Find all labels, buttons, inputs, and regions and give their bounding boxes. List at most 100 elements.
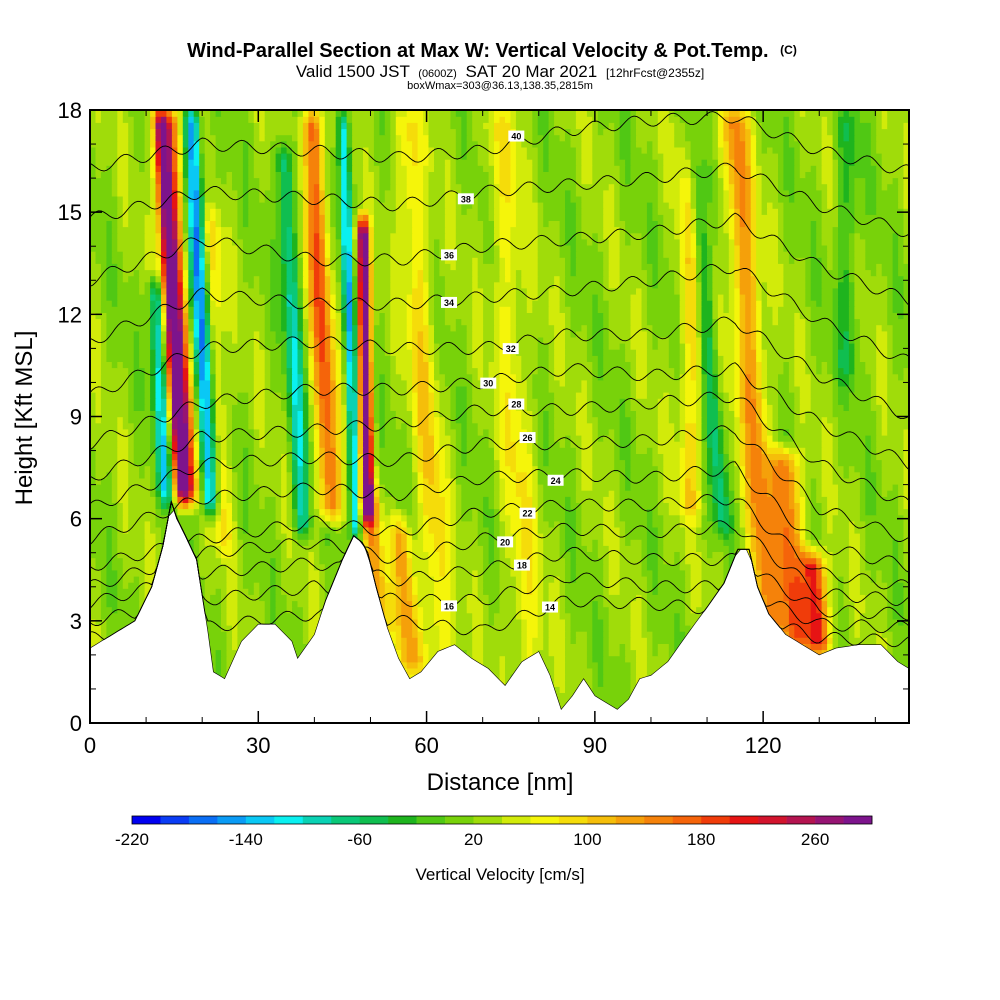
velocity-cell — [701, 453, 708, 461]
velocity-cell — [133, 355, 140, 362]
velocity-cell — [750, 563, 757, 571]
velocity-cell — [204, 361, 211, 369]
velocity-cell — [100, 582, 108, 589]
velocity-cell — [532, 496, 539, 503]
velocity-cell — [150, 361, 157, 369]
velocity-cell — [898, 618, 905, 626]
velocity-cell — [450, 612, 457, 620]
velocity-cell — [554, 373, 566, 381]
velocity-cell — [767, 612, 790, 620]
velocity-cell — [794, 459, 801, 467]
velocity-cell — [221, 606, 228, 614]
velocity-cell — [494, 483, 501, 491]
velocity-cell — [395, 563, 408, 571]
velocity-cell — [696, 502, 703, 510]
velocity-cell — [510, 361, 522, 369]
velocity-cell — [439, 624, 451, 632]
velocity-cell — [903, 483, 909, 491]
velocity-cell — [821, 563, 828, 571]
velocity-cell — [876, 361, 888, 369]
velocity-cell — [701, 373, 708, 381]
velocity-cell — [352, 441, 359, 448]
velocity-cell — [302, 483, 310, 491]
velocity-cell — [450, 483, 457, 491]
velocity-cell — [592, 624, 604, 632]
velocity-cell — [657, 539, 664, 546]
velocity-cell — [423, 355, 430, 362]
velocity-cell — [292, 459, 299, 467]
velocity-cell — [603, 631, 610, 638]
velocity-cell — [494, 453, 501, 461]
velocity-cell — [712, 434, 719, 442]
velocity-cell — [608, 428, 615, 436]
velocity-cell — [166, 385, 173, 393]
velocity-cell — [597, 667, 604, 675]
velocity-cell — [308, 582, 320, 589]
velocity-cell — [652, 508, 659, 516]
velocity-cell — [204, 582, 228, 589]
velocity-cell — [352, 385, 359, 393]
velocity-cell — [881, 490, 888, 497]
velocity-cell — [352, 508, 359, 516]
velocity-cell — [412, 361, 419, 369]
velocity-cell — [630, 612, 643, 620]
velocity-cell — [406, 569, 413, 577]
velocity-cell — [827, 637, 834, 644]
velocity-cell — [412, 428, 419, 436]
velocity-cell — [903, 477, 909, 485]
velocity-cell — [646, 551, 659, 559]
velocity-cell — [275, 520, 282, 528]
velocity-cell — [117, 582, 124, 589]
velocity-cell — [887, 410, 909, 418]
velocity-cell — [838, 441, 866, 448]
velocity-cell — [428, 367, 435, 375]
velocity-cell — [232, 551, 239, 559]
velocity-cell — [199, 361, 206, 369]
velocity-cell — [734, 355, 741, 362]
velocity-cell — [417, 428, 430, 436]
velocity-cell — [477, 422, 495, 430]
velocity-cell — [848, 379, 856, 387]
velocity-cell — [636, 379, 648, 387]
velocity-cell — [636, 447, 648, 454]
velocity-cell — [827, 600, 834, 608]
velocity-cell — [352, 453, 359, 461]
velocity-cell — [728, 502, 735, 510]
velocity-cell — [739, 392, 746, 399]
velocity-cell — [739, 453, 746, 461]
velocity-cell — [461, 496, 484, 503]
velocity-cell — [734, 545, 741, 552]
velocity-cell — [805, 508, 812, 516]
velocity-cell — [406, 637, 419, 644]
velocity-cell — [565, 686, 583, 693]
velocity-cell — [881, 465, 905, 473]
velocity-cell — [630, 606, 643, 614]
velocity-cell — [515, 582, 523, 589]
velocity-cell — [144, 551, 157, 559]
velocity-cell — [401, 539, 408, 546]
velocity-cell — [483, 643, 522, 651]
velocity-cell — [756, 514, 795, 522]
velocity-cell — [237, 502, 244, 510]
velocity-cell — [663, 496, 681, 503]
velocity-cell — [161, 447, 168, 454]
velocity-cell — [455, 483, 462, 491]
velocity-cell — [330, 404, 337, 411]
velocity-cell — [898, 502, 905, 510]
velocity-cell — [319, 385, 331, 393]
velocity-cell — [417, 582, 435, 589]
velocity-cell — [821, 428, 834, 436]
velocity-cell — [221, 545, 233, 552]
velocity-cell — [646, 637, 654, 644]
velocity-cell — [423, 533, 435, 540]
velocity-cell — [215, 526, 222, 534]
velocity-cell — [499, 483, 506, 491]
velocity-cell — [597, 539, 604, 546]
velocity-cell — [832, 588, 839, 595]
velocity-cell — [117, 502, 124, 510]
velocity-cell — [319, 471, 326, 479]
velocity-cell — [565, 667, 593, 675]
velocity-cell — [308, 557, 315, 565]
velocity-cell — [384, 569, 391, 577]
velocity-cell — [373, 520, 381, 528]
